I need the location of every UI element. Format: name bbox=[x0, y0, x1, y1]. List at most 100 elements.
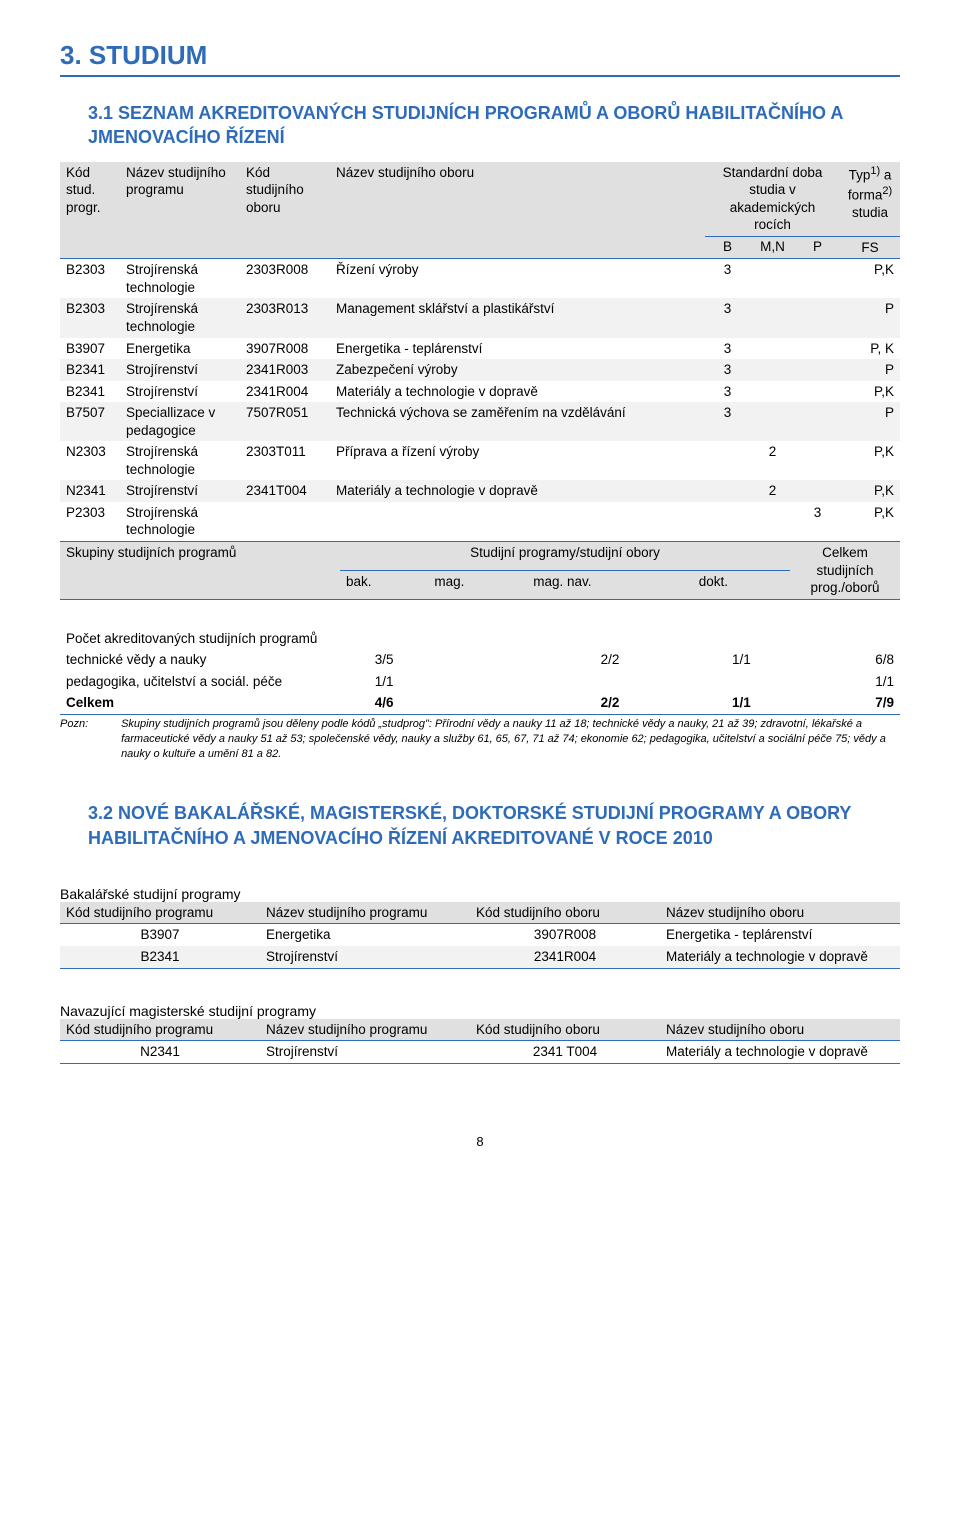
cell bbox=[428, 692, 527, 714]
cell: 2303T011 bbox=[240, 441, 330, 480]
t1-col-nazev-oboru: Název studijního oboru bbox=[330, 162, 705, 259]
cell: Energetika bbox=[260, 924, 470, 946]
cell: Příprava a řízení výroby bbox=[330, 441, 705, 480]
cell: Strojírenství bbox=[260, 1041, 470, 1064]
t3b-col-nazev-oboru: Název studijního oboru bbox=[660, 1019, 900, 1041]
cell bbox=[428, 671, 527, 693]
cell: 3907R008 bbox=[240, 338, 330, 360]
cell: P bbox=[840, 402, 900, 441]
t3-col-nazev-progr: Název studijního programu bbox=[260, 902, 470, 924]
table-row: B7507Speciallizace v pedagogice7507R051T… bbox=[60, 402, 900, 441]
cell: Strojírenská technologie bbox=[120, 298, 240, 337]
cell: 2341R004 bbox=[470, 946, 660, 968]
table-program-counts: Počet akreditovaných studijních programů… bbox=[60, 542, 900, 715]
cell: 2341T004 bbox=[240, 480, 330, 502]
cell: 6/8 bbox=[790, 649, 900, 671]
cell: 3 bbox=[705, 298, 750, 337]
t1-col-kod-progr: Kód stud. progr. bbox=[60, 162, 120, 259]
table-row: B2341Strojírenství2341R003Zabezpečení vý… bbox=[60, 359, 900, 381]
section-3-2-heading: 3.2 NOVÉ BAKALÁŘSKÉ, MAGISTERSKÉ, DOKTOR… bbox=[88, 801, 900, 850]
t2-col-programy-obory: Studijní programy/studijní obory bbox=[340, 542, 790, 570]
cell: 3 bbox=[705, 259, 750, 299]
table-row: B2341Strojírenství2341R004Materiály a te… bbox=[60, 946, 900, 968]
table-row: pedagogika, učitelství a sociál. péče1/1… bbox=[60, 671, 900, 693]
cell: B7507 bbox=[60, 402, 120, 441]
cell: Strojírenská technologie bbox=[120, 441, 240, 480]
table-row: N2341Strojírenství2341T004Materiály a te… bbox=[60, 480, 900, 502]
section-3-1-heading: 3.1 SEZNAM AKREDITOVANÝCH STUDIJNÍCH PRO… bbox=[88, 101, 900, 150]
footnote: Pozn: Skupiny studijních programů jsou d… bbox=[60, 717, 900, 762]
cell: Management sklářství a plastikářství bbox=[330, 298, 705, 337]
cell: Strojírenství bbox=[260, 946, 470, 968]
cell: B3907 bbox=[60, 924, 260, 946]
cell: 2 bbox=[750, 441, 795, 480]
bak-programs-title: Bakalářské studijní programy bbox=[60, 886, 900, 902]
cell bbox=[750, 259, 795, 299]
cell: Materiály a technologie v dopravě bbox=[330, 381, 705, 403]
cell: 2341R003 bbox=[240, 359, 330, 381]
cell: P,K bbox=[840, 259, 900, 299]
cell: Strojírenství bbox=[120, 381, 240, 403]
t2-title: Počet akreditovaných studijních programů bbox=[60, 599, 900, 649]
page-number: 8 bbox=[60, 1134, 900, 1149]
cell: Strojírenská technologie bbox=[120, 502, 240, 542]
t1-col-b: B bbox=[705, 236, 750, 259]
cell bbox=[750, 338, 795, 360]
cell: 2303R008 bbox=[240, 259, 330, 299]
cell: 1/1 bbox=[340, 671, 428, 693]
cell: Materiály a technologie v dopravě bbox=[660, 946, 900, 968]
cell: P bbox=[840, 298, 900, 337]
cell: 3 bbox=[705, 359, 750, 381]
cell: 1/1 bbox=[790, 671, 900, 693]
t1-col-fs: FS bbox=[840, 236, 900, 259]
cell bbox=[428, 649, 527, 671]
cell bbox=[750, 502, 795, 542]
cell: 2303R013 bbox=[240, 298, 330, 337]
cell: B2341 bbox=[60, 946, 260, 968]
cell: Materiály a technologie v dopravě bbox=[330, 480, 705, 502]
cell: Technická výchova se zaměřením na vzdělá… bbox=[330, 402, 705, 441]
table-row: B2303Strojírenská technologie2303R008Říz… bbox=[60, 259, 900, 299]
cell: Celkem bbox=[60, 692, 340, 714]
cell: 2 bbox=[750, 480, 795, 502]
t3b-col-nazev-progr: Název studijního programu bbox=[260, 1019, 470, 1041]
t1-sup1: 1) bbox=[870, 165, 880, 177]
cell bbox=[693, 671, 790, 693]
cell: 3 bbox=[705, 402, 750, 441]
table-row: technické vědy a nauky3/52/21/16/8 bbox=[60, 649, 900, 671]
cell bbox=[795, 359, 840, 381]
cell: P,K bbox=[840, 502, 900, 542]
cell: pedagogika, učitelství a sociál. péče bbox=[60, 671, 340, 693]
cell bbox=[750, 402, 795, 441]
cell: P,K bbox=[840, 441, 900, 480]
t1-col-doba-studia: Standardní doba studia v akademických ro… bbox=[705, 162, 840, 237]
t1-col-mn: M,N bbox=[750, 236, 795, 259]
cell bbox=[527, 671, 692, 693]
cell: Energetika - teplárenství bbox=[330, 338, 705, 360]
t1-typ-prefix: Typ bbox=[849, 167, 871, 182]
cell bbox=[795, 381, 840, 403]
cell: P,K bbox=[840, 480, 900, 502]
cell bbox=[705, 480, 750, 502]
footnote-text: Skupiny studijních programů jsou děleny … bbox=[121, 717, 897, 762]
cell bbox=[795, 259, 840, 299]
cell: Strojírenství bbox=[120, 480, 240, 502]
cell: B2341 bbox=[60, 381, 120, 403]
cell: P,K bbox=[840, 381, 900, 403]
t1-col-typ-forma: Typ1) a forma2) studia bbox=[840, 162, 900, 237]
cell bbox=[795, 338, 840, 360]
table-bak-programs: Kód studijního programu Název studijního… bbox=[60, 902, 900, 969]
table-row: N2341Strojírenství2341 T004Materiály a t… bbox=[60, 1041, 900, 1064]
table-row: N2303Strojírenská technologie2303T011Pří… bbox=[60, 441, 900, 480]
cell: Zabezpečení výroby bbox=[330, 359, 705, 381]
t1-typ-suffix: studia bbox=[852, 205, 888, 220]
cell: 2/2 bbox=[527, 692, 692, 714]
cell bbox=[705, 502, 750, 542]
cell: 4/6 bbox=[340, 692, 428, 714]
cell bbox=[750, 381, 795, 403]
t3b-col-kod-progr: Kód studijního programu bbox=[60, 1019, 260, 1041]
cell: technické vědy a nauky bbox=[60, 649, 340, 671]
cell: B3907 bbox=[60, 338, 120, 360]
cell: 2341R004 bbox=[240, 381, 330, 403]
cell: B2303 bbox=[60, 259, 120, 299]
